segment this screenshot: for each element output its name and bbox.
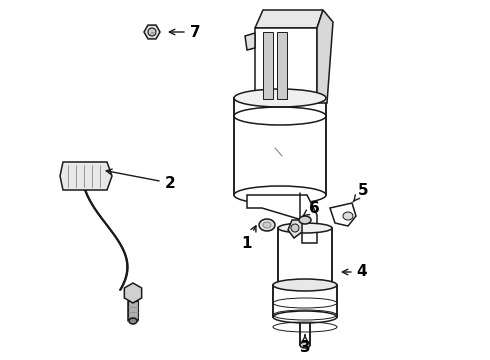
Polygon shape [60,162,112,190]
Text: 7: 7 [170,24,200,40]
Polygon shape [255,10,323,28]
Ellipse shape [299,216,311,224]
Bar [128,301,138,319]
Polygon shape [288,220,302,238]
Polygon shape [245,33,255,50]
Ellipse shape [259,219,275,231]
Ellipse shape [273,311,337,323]
Polygon shape [255,28,317,103]
Ellipse shape [300,342,310,348]
Polygon shape [247,195,317,243]
Text: 1: 1 [242,226,256,251]
Bar [278,228,332,285]
Ellipse shape [278,280,332,290]
Ellipse shape [263,222,271,228]
Bar [300,317,310,337]
Bar [277,32,287,99]
Ellipse shape [234,186,326,204]
Ellipse shape [291,224,299,232]
Bar [234,98,326,195]
Ellipse shape [343,212,353,220]
Bar [273,285,337,317]
Polygon shape [124,283,142,303]
Ellipse shape [234,89,326,107]
Text: 2: 2 [106,169,175,190]
Ellipse shape [148,28,156,36]
Ellipse shape [278,223,332,233]
Polygon shape [317,10,333,103]
Text: 6: 6 [303,201,319,216]
Ellipse shape [129,318,137,324]
Text: 4: 4 [343,265,368,279]
Text: 3: 3 [300,335,310,356]
Ellipse shape [273,279,337,291]
Text: 5: 5 [353,183,368,202]
Polygon shape [144,25,160,39]
Polygon shape [330,203,356,226]
Bar [263,32,273,99]
